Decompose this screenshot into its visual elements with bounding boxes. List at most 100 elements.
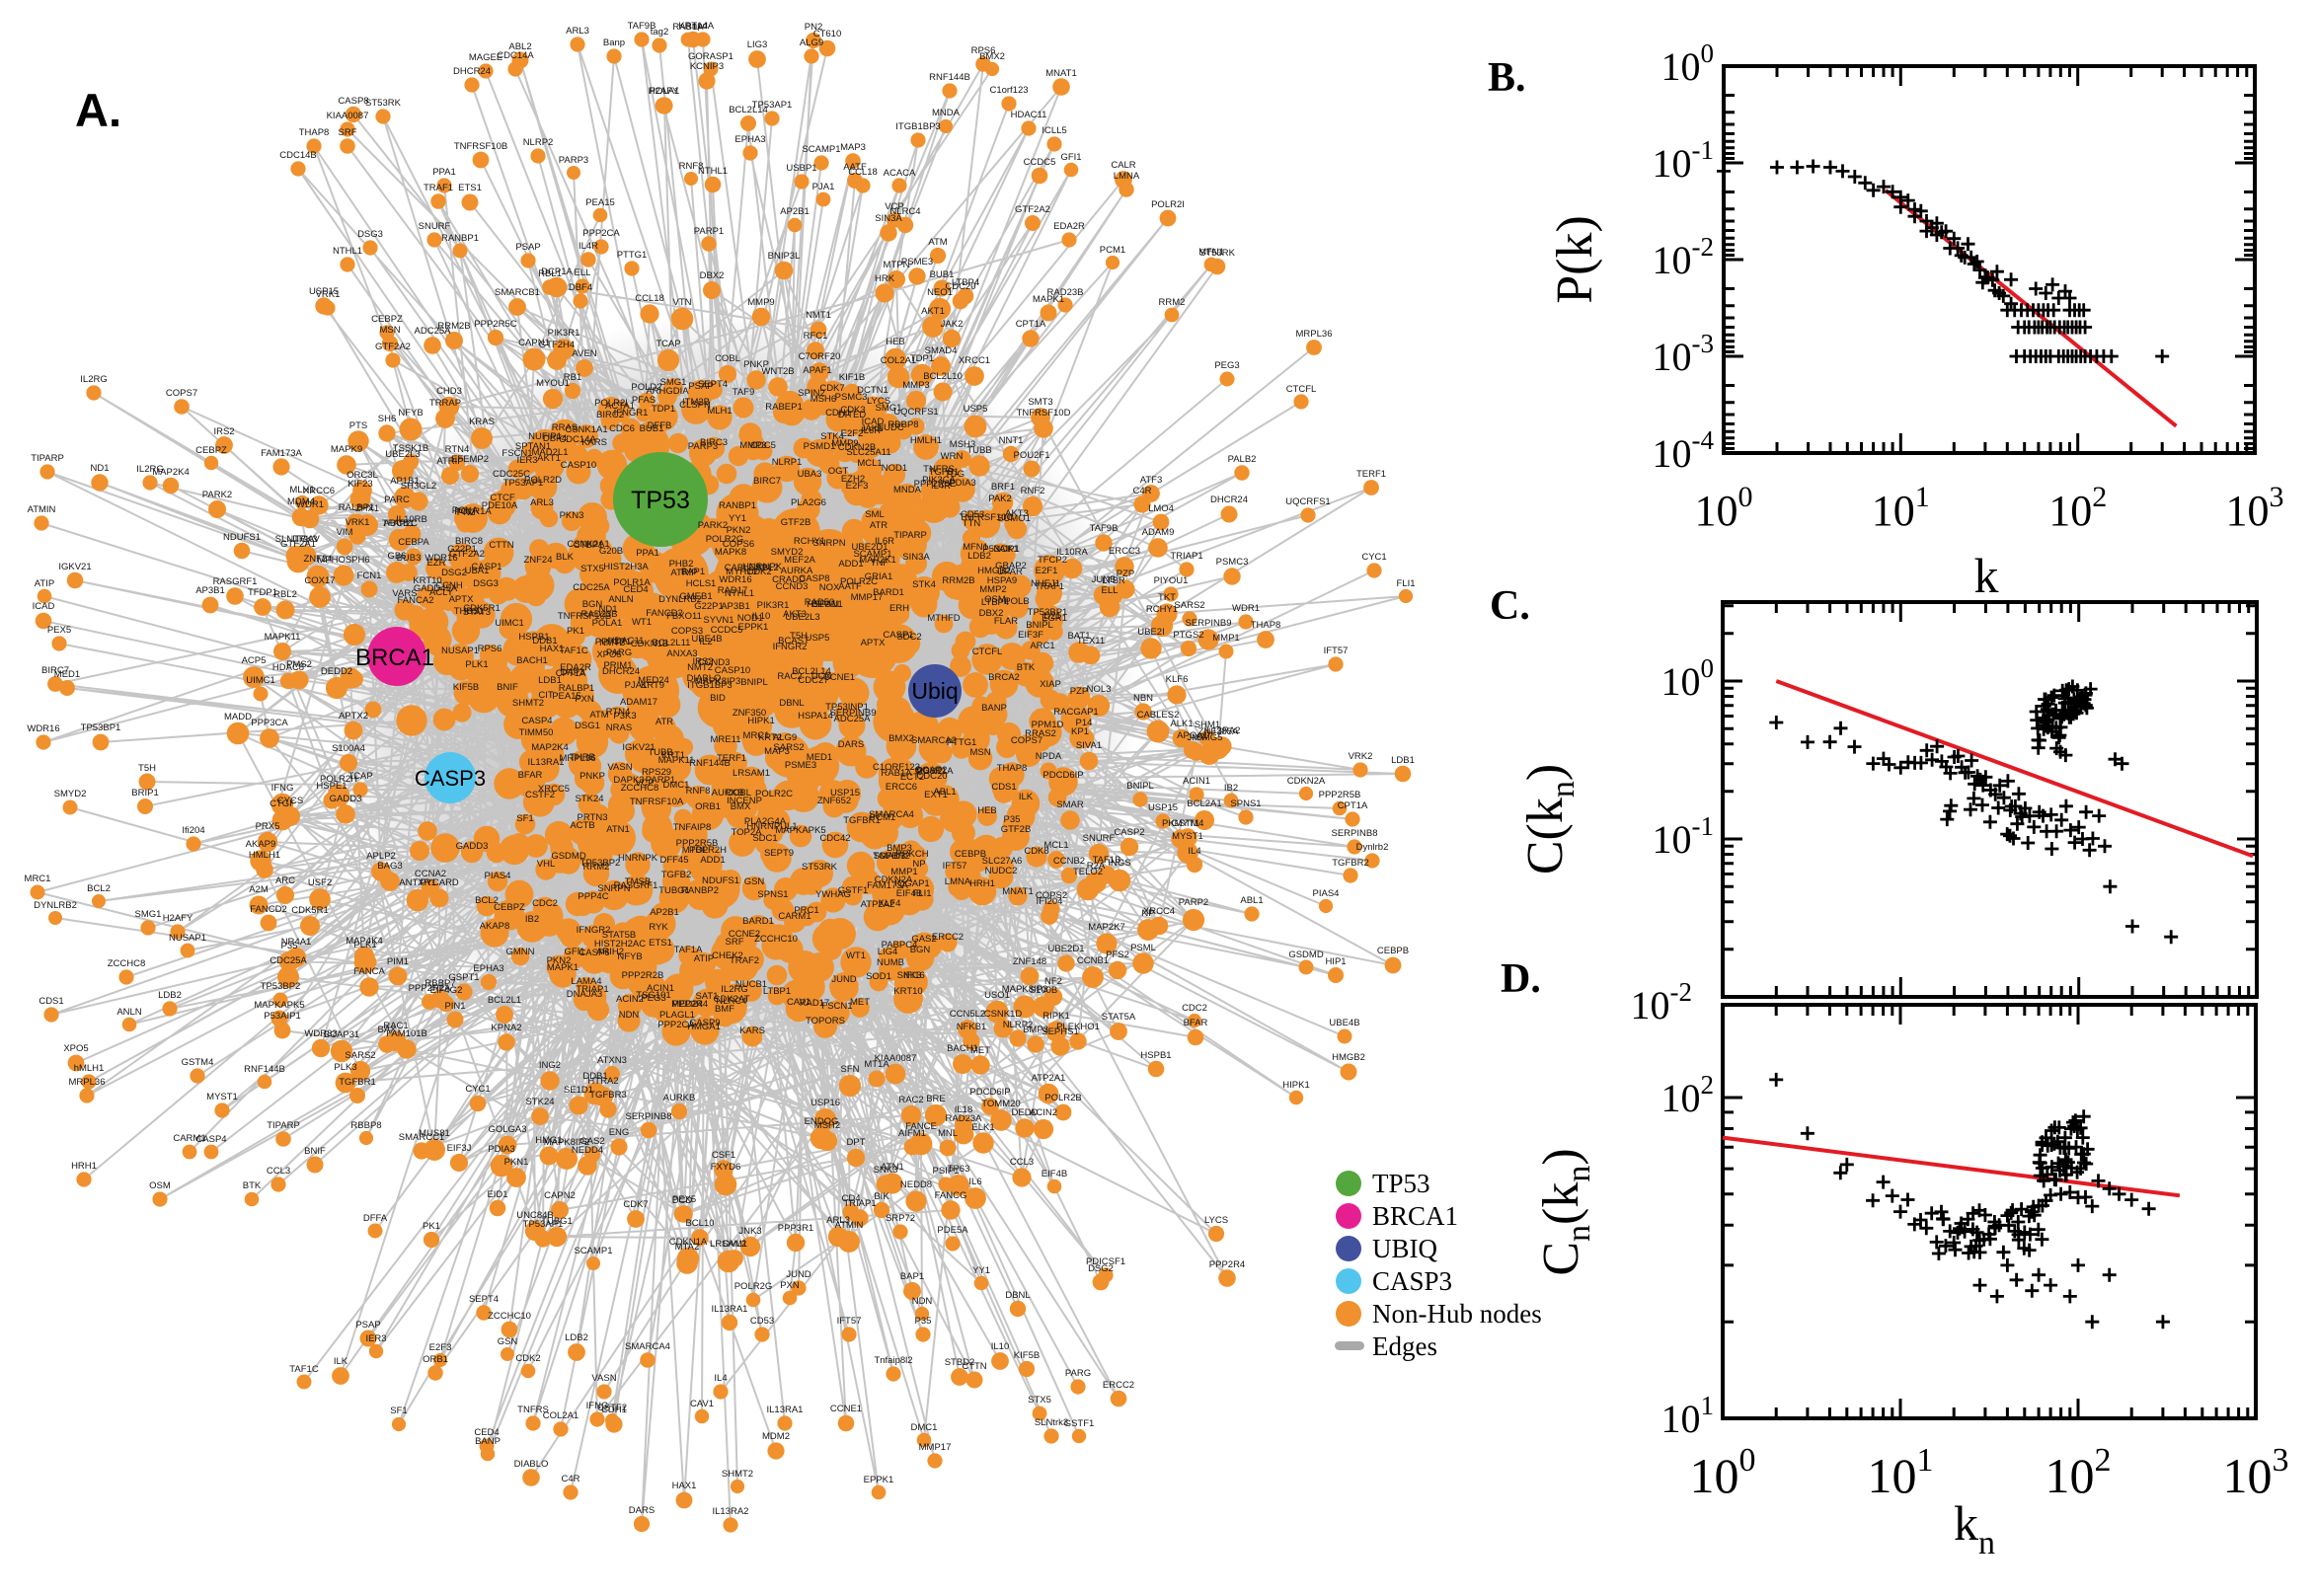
- svg-text:HDAC8: HDAC8: [272, 662, 304, 673]
- svg-text:CDK5R1: CDK5R1: [463, 603, 501, 614]
- svg-text:MTPN: MTPN: [884, 260, 910, 270]
- svg-text:ING2: ING2: [539, 1060, 561, 1071]
- svg-text:PPA1: PPA1: [636, 548, 659, 559]
- svg-text:TOP2A: TOP2A: [732, 827, 763, 838]
- svg-text:RANBP1: RANBP1: [441, 233, 479, 244]
- svg-text:HSPA9: HSPA9: [987, 575, 1017, 586]
- svg-text:USO1: USO1: [984, 990, 1010, 1001]
- svg-text:PARP1: PARP1: [646, 775, 675, 786]
- svg-text:CAPN1: CAPN1: [518, 338, 550, 348]
- svg-text:SMG1: SMG1: [135, 909, 162, 920]
- svg-text:CARM1: CARM1: [778, 911, 811, 922]
- svg-text:CDC14A: CDC14A: [559, 434, 596, 445]
- svg-text:RBBP7: RBBP7: [425, 978, 455, 989]
- svg-text:ZNF385A: ZNF385A: [1198, 726, 1239, 737]
- svg-text:PPP3R1: PPP3R1: [595, 637, 631, 647]
- svg-text:CASP9: CASP9: [689, 1018, 720, 1028]
- svg-text:PIM1: PIM1: [387, 956, 409, 967]
- svg-text:ATF3: ATF3: [1140, 475, 1163, 486]
- svg-text:NCK1: NCK1: [993, 544, 1018, 555]
- svg-text:BANP: BANP: [475, 1436, 501, 1447]
- svg-text:RCHY1: RCHY1: [1146, 604, 1178, 615]
- svg-text:CD53: CD53: [961, 509, 984, 520]
- svg-text:ILK: ILK: [1019, 792, 1034, 802]
- svg-text:PSME3: PSME3: [901, 257, 933, 267]
- svg-text:NR4A1: NR4A1: [281, 937, 312, 948]
- svg-text:PPP2R2B: PPP2R2B: [622, 970, 664, 981]
- svg-text:BCL2L11: BCL2L11: [653, 638, 691, 648]
- svg-text:CEBPZ: CEBPZ: [494, 902, 525, 913]
- svg-text:PNKP: PNKP: [743, 359, 769, 370]
- svg-text:MAP2K7: MAP2K7: [1088, 922, 1125, 933]
- svg-text:CCNA2: CCNA2: [415, 869, 446, 879]
- svg-text:PKMYT1: PKMYT1: [1162, 818, 1199, 829]
- svg-text:PPP2R4: PPP2R4: [672, 999, 708, 1010]
- svg-text:NOL3: NOL3: [1087, 684, 1112, 695]
- svg-text:GTF2H4: GTF2H4: [539, 340, 575, 350]
- svg-text:ACP5: ACP5: [242, 655, 267, 666]
- svg-text:LTBP4: LTBP4: [981, 597, 1009, 608]
- svg-text:C4R: C4R: [561, 1474, 579, 1484]
- svg-text:WDR1: WDR1: [1232, 603, 1260, 614]
- svg-text:IFNG: IFNG: [271, 783, 294, 794]
- svg-text:BRE: BRE: [926, 1094, 946, 1104]
- svg-text:RAD23B: RAD23B: [581, 609, 618, 620]
- svg-text:ELK1: ELK1: [971, 1122, 994, 1133]
- svg-text:UPAR: UPAR: [997, 567, 1023, 577]
- svg-text:COX17: COX17: [304, 575, 335, 586]
- svg-text:IL6R: IL6R: [875, 536, 894, 547]
- svg-text:DFFB: DFFB: [648, 420, 672, 431]
- svg-text:UBA3: UBA3: [798, 469, 822, 480]
- svg-text:ADAM17: ADAM17: [620, 697, 657, 708]
- svg-text:CABLES1: CABLES1: [725, 563, 767, 573]
- svg-text:SERPINB9: SERPINB9: [830, 708, 877, 719]
- svg-text:SARS2: SARS2: [1174, 600, 1204, 611]
- svg-text:CTCFL: CTCFL: [972, 646, 1003, 657]
- svg-text:CDC25A: CDC25A: [270, 955, 307, 966]
- svg-text:TIMM50: TIMM50: [519, 727, 554, 738]
- svg-text:POLR1A: POLR1A: [613, 577, 651, 588]
- svg-text:PPA1: PPA1: [432, 167, 456, 178]
- svg-text:CASP3: CASP3: [415, 766, 486, 791]
- svg-text:CSTF2: CSTF2: [597, 1403, 627, 1413]
- svg-text:AP1B1: AP1B1: [390, 476, 420, 487]
- svg-text:HSPA1L: HSPA1L: [807, 599, 842, 610]
- svg-text:NMT2: NMT2: [687, 662, 713, 673]
- svg-text:PMS2: PMS2: [286, 659, 312, 670]
- svg-text:TDP1: TDP1: [652, 404, 675, 415]
- svg-text:PK1: PK1: [567, 626, 584, 637]
- svg-text:HRH1: HRH1: [969, 878, 995, 889]
- svg-text:VCP: VCP: [885, 201, 904, 212]
- svg-text:VARS: VARS: [392, 588, 417, 599]
- svg-text:IFT57: IFT57: [1324, 646, 1349, 656]
- svg-text:DIABLO: DIABLO: [687, 673, 722, 684]
- svg-text:MSH6: MSH6: [811, 394, 836, 405]
- svg-text:KCNIP3: KCNIP3: [690, 61, 724, 72]
- svg-text:APAF1: APAF1: [803, 365, 831, 376]
- svg-text:GSTF1: GSTF1: [1064, 1418, 1095, 1429]
- svg-text:ATRIP: ATRIP: [436, 456, 463, 467]
- svg-text:MADD: MADD: [224, 712, 252, 722]
- svg-text:SMAR: SMAR: [1056, 799, 1084, 810]
- svg-text:NTHL1: NTHL1: [333, 246, 362, 257]
- svg-text:MRPL36: MRPL36: [69, 1077, 106, 1088]
- svg-text:PIAS4: PIAS4: [485, 871, 511, 881]
- svg-text:CSNK2A1: CSNK2A1: [567, 539, 609, 550]
- svg-text:UBE2L3: UBE2L3: [385, 449, 420, 460]
- svg-text:KRT2: KRT2: [758, 732, 782, 743]
- svg-text:PRX5: PRX5: [256, 821, 280, 832]
- svg-text:RAD50: RAD50: [805, 597, 835, 608]
- svg-text:MMP3: MMP3: [739, 440, 766, 451]
- svg-text:RRM2: RRM2: [1159, 297, 1186, 308]
- svg-text:CCL18: CCL18: [848, 167, 878, 178]
- svg-text:EXT1: EXT1: [924, 790, 948, 800]
- svg-text:PDCD6IP: PDCD6IP: [969, 1087, 1010, 1098]
- svg-text:LRSAM1: LRSAM1: [733, 768, 770, 779]
- svg-text:PJA1: PJA1: [812, 182, 835, 192]
- svg-text:CCL18: CCL18: [635, 293, 664, 304]
- svg-text:PIK3R1: PIK3R1: [548, 328, 580, 339]
- svg-text:RPS6: RPS6: [971, 45, 996, 56]
- svg-text:MNDA: MNDA: [893, 485, 922, 495]
- svg-text:UBE2D1: UBE2D1: [852, 542, 888, 553]
- svg-text:CCNB2: CCNB2: [1053, 856, 1085, 867]
